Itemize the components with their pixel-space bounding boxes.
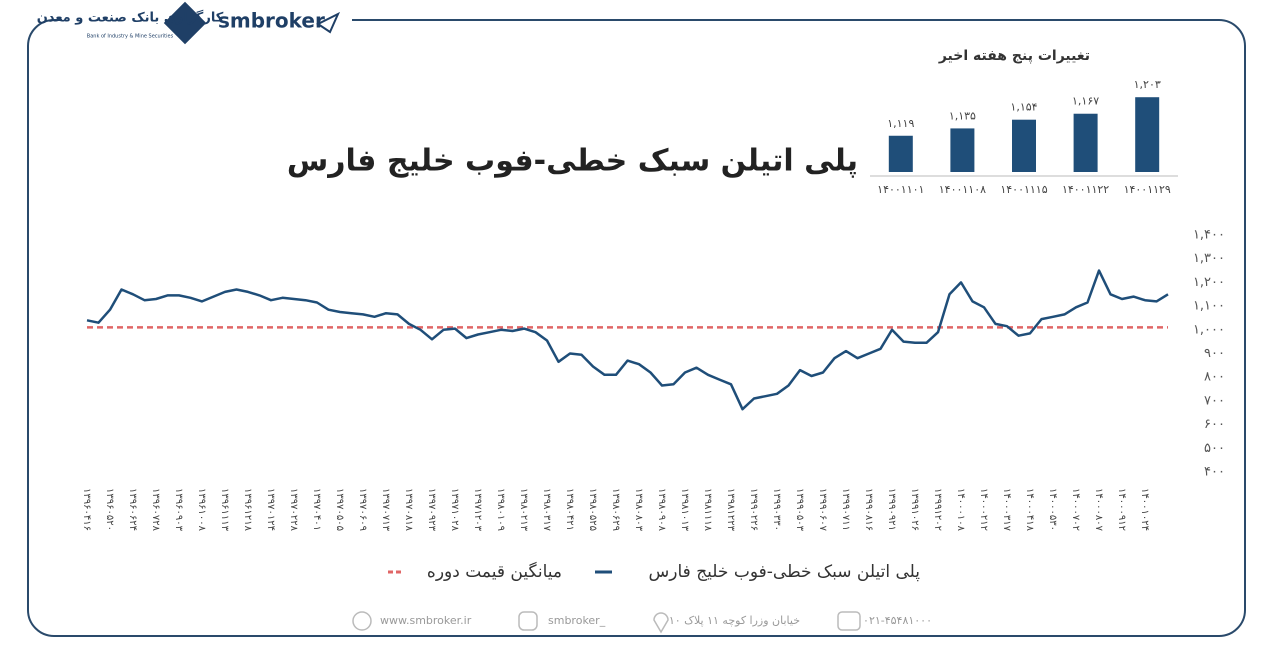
x-tick-label: ۱۳۹۷۱۲۰۳	[472, 488, 483, 532]
x-tick-label: ۱۳۹۷۰۷۱۳	[380, 488, 391, 532]
x-tick-label: ۱۴۰۰۱۱۲۲	[1062, 183, 1109, 196]
brand: smbroker	[218, 9, 325, 33]
value-label: ۱,۱۱۹	[887, 117, 914, 130]
x-tick-label: ۱۳۹۷۰۶۰۹	[357, 488, 368, 531]
x-tick-label: ۱۳۹۶۰۵۲۰	[104, 488, 115, 531]
x-tick-label: ۱۳۹۹۰۳۳۰	[771, 488, 782, 531]
y-tick-label: ۱,۴۰۰	[1193, 228, 1225, 243]
x-tick-label: ۱۳۹۹۰۸۱۶	[863, 488, 874, 531]
y-tick-label: ۵۰۰	[1204, 441, 1225, 456]
x-tick-label: ۱۳۹۸۰۲۱۳	[518, 488, 529, 532]
x-tick-label: ۱۳۹۹۰۲۲۶	[748, 488, 759, 531]
chart-title: پلی اتیلن سبک خطی-فوب خلیج فارس	[287, 144, 858, 179]
x-tick-label: ۱۳۹۹۱۰۲۶	[909, 488, 920, 531]
bar	[1012, 119, 1036, 172]
legend-label: میانگین قیمت دوره	[427, 561, 562, 582]
legend: پلی اتیلن سبک خطی-فوب خلیج فارس میانگین …	[388, 561, 920, 582]
bar-chart-title: تغییرات پنج هفته اخیر	[938, 48, 1090, 64]
x-tick-label: ۱۳۹۸۰۹۰۸	[656, 488, 667, 532]
x-tick-label: ۱۴۰۰۱۱۱۵	[1000, 183, 1047, 196]
bar	[1135, 97, 1160, 172]
logo-mark	[163, 1, 207, 45]
y-tick-label: ۱,۳۰۰	[1193, 251, 1225, 266]
x-tick-label: ۱۳۹۷۰۸۱۸	[403, 488, 414, 532]
x-tick-label: ۱۳۹۷۱۰۲۸	[449, 488, 460, 532]
x-tick-label: ۱۴۰۰۰۱۰۸	[955, 488, 966, 532]
value-label: ۱,۱۳۵	[949, 109, 976, 122]
y-tick-label: ۸۰۰	[1204, 370, 1225, 385]
x-tick-label: ۱۳۹۸۱۰۱۳	[679, 488, 690, 532]
instagram-icon	[518, 611, 538, 631]
x-tick-label: ۱۴۰۰۱۰۲۴	[1139, 488, 1150, 531]
x-tick-label: ۱۳۹۸۱۱۱۸	[702, 488, 713, 532]
brand-icon	[316, 11, 341, 34]
x-tick-label: ۱۳۹۷۰۲۲۸	[288, 488, 299, 532]
web-icon	[352, 611, 372, 631]
x-tick-label: ۱۳۹۸۰۶۲۹	[610, 488, 621, 531]
x-tick-label: ۱۳۹۷۰۵۰۵	[334, 488, 345, 531]
x-tick-label: ۱۳۹۷۰۱۲۴	[265, 488, 276, 531]
x-tick-label: ۱۴۰۰۱۱۲۹	[1124, 183, 1171, 196]
bar	[1073, 113, 1098, 172]
x-tick-label: ۱۴۰۰۰۳۱۷	[1001, 488, 1012, 532]
x-tick-label: ۱۳۹۶۱۲۱۸	[242, 488, 253, 532]
y-tick-label: ۷۰۰	[1204, 393, 1225, 408]
bank-name: کارگزاری بانک صنعت و معدن	[37, 10, 224, 26]
y-tick-label: ۱,۰۰۰	[1193, 322, 1225, 337]
x-tick-label: ۱۳۹۶۱۰۰۸	[196, 488, 207, 532]
bank-name-en: Bank of Industry & Mine Securities	[87, 34, 174, 40]
frame	[27, 19, 1246, 637]
bar	[888, 135, 913, 172]
y-tick-label: ۱,۲۰۰	[1193, 275, 1225, 290]
phone-icon	[837, 611, 861, 631]
x-tick-label: ۱۳۹۹۰۶۰۷	[817, 488, 828, 532]
x-tick-label: ۱۴۰۰۱۱۰۱	[877, 183, 924, 196]
x-tick-label: ۱۴۰۰۰۵۳۰	[1047, 488, 1058, 531]
y-tick-label: ۶۰۰	[1204, 417, 1225, 432]
x-tick-label: ۱۳۹۶۰۶۲۴	[127, 488, 138, 531]
x-tick-label: ۱۳۹۶۱۱۱۳	[219, 488, 230, 532]
x-tick-label: ۱۳۹۹۰۹۲۱	[886, 488, 897, 531]
price-line	[86, 269, 1169, 411]
x-tick-label: ۱۴۰۰۰۸۰۷	[1093, 488, 1104, 532]
y-tick-label: ۹۰۰	[1204, 346, 1225, 361]
x-tick-label: ۱۳۹۸۰۱۰۹	[495, 488, 506, 531]
x-tick-label: ۱۳۹۹۱۲۰۲	[932, 488, 943, 531]
x-tick-label: ۱۳۹۹۰۵۰۳	[794, 488, 805, 532]
website: www.smbroker.ir	[380, 614, 472, 627]
x-tick-label: ۱۳۹۶۰۹۰۳	[173, 488, 184, 532]
value-label: ۱,۱۵۴	[1010, 101, 1037, 114]
header-bg	[62, 5, 352, 41]
x-tick-label: ۱۳۹۷۰۴۰۱	[311, 488, 322, 531]
address: خیابان وزرا کوچه ۱۱ پلاک ۱۰	[669, 614, 800, 627]
x-tick-label: ۱۳۹۸۰۴۲۱	[564, 488, 575, 531]
x-tick-label: ۱۳۹۸۰۵۲۵	[587, 488, 598, 531]
x-tick-label: ۱۳۹۶۰۴۱۶	[81, 488, 92, 531]
legend-label: پلی اتیلن سبک خطی-فوب خلیج فارس	[649, 562, 921, 582]
x-tick-label: ۱۴۰۰۰۷۰۲	[1070, 488, 1081, 531]
value-label: ۱,۱۶۷	[1072, 95, 1099, 108]
x-tick-label: ۱۳۹۹۰۷۱۱	[840, 488, 851, 531]
bank-logo: کارگزاری بانک صنعت و معدن Bank of Indust…	[37, 1, 224, 45]
y-tick-label: ۴۰۰	[1204, 465, 1225, 480]
value-label: ۱,۲۰۳	[1134, 78, 1161, 91]
x-tick-label: ۱۴۰۰۰۲۱۲	[978, 488, 989, 531]
y-tick-label: ۱,۱۰۰	[1193, 299, 1225, 314]
footer: www.smbroker.ir smbroker_ خیابان وزرا کو…	[352, 611, 932, 634]
x-tick-label: ۱۳۹۸۰۸۰۳	[633, 488, 644, 532]
x-tick-label: ۱۳۹۸۱۲۲۳	[725, 488, 736, 532]
x-tick-label: ۱۴۰۰۰۹۱۲	[1116, 488, 1127, 531]
instagram: smbroker_	[548, 614, 606, 627]
x-tick-label: ۱۳۹۷۰۹۲۳	[426, 488, 437, 532]
x-tick-label: ۱۳۹۸۰۳۱۷	[541, 488, 552, 532]
x-tick-label: ۱۴۰۰۱۱۰۸	[939, 183, 986, 196]
x-tick-label: ۱۳۹۶۰۷۲۸	[150, 488, 161, 532]
x-tick-label: ۱۴۰۰۰۴۱۸	[1024, 488, 1035, 532]
bar	[950, 128, 975, 172]
phone: ۰۲۱-۴۵۴۸۱۰۰۰	[863, 614, 932, 627]
location-icon	[653, 612, 669, 634]
